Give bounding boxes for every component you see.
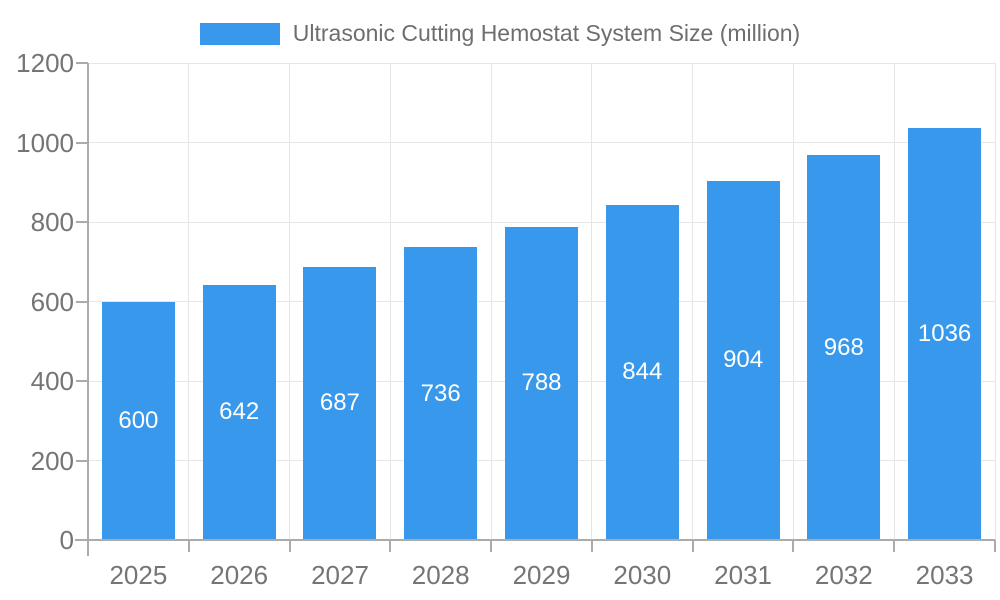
bar-2026[interactable]: 642 [202, 284, 276, 540]
y-tick [76, 300, 88, 303]
bar-value-label: 844 [622, 358, 663, 386]
y-axis-label: 800 [30, 207, 74, 237]
x-gridline [490, 63, 492, 540]
bar-value-label: 642 [219, 398, 260, 426]
x-axis-label: 2032 [814, 560, 873, 590]
x-tick [792, 540, 795, 552]
y-gridline [88, 221, 995, 223]
legend-label: Ultrasonic Cutting Hemostat System Size … [292, 20, 801, 46]
x-tick [490, 540, 493, 552]
x-tick [389, 540, 392, 552]
bar-2027[interactable]: 687 [303, 266, 377, 540]
x-axis-label: 2027 [311, 560, 369, 590]
bar-2029[interactable]: 788 [505, 226, 578, 540]
y-axis-label: 400 [30, 366, 74, 396]
y-tick [76, 459, 88, 462]
y-gridline [88, 62, 995, 64]
bar-value-label: 687 [319, 389, 360, 417]
y-tick [76, 62, 88, 64]
x-axis-line [75, 539, 995, 541]
y-axis-line [87, 63, 89, 556]
x-axis-label: 2025 [109, 560, 168, 590]
y-axis-label: 600 [30, 286, 74, 317]
bar-value-label: 736 [420, 379, 461, 407]
x-axis-label: 2030 [613, 560, 672, 590]
bar-2033[interactable]: 1036 [908, 128, 982, 540]
x-gridline [289, 63, 291, 540]
bar-2032[interactable]: 968 [807, 155, 881, 540]
x-gridline [692, 63, 694, 540]
bar-value-label: 904 [723, 346, 764, 374]
x-axis-label: 2026 [210, 560, 269, 590]
x-axis-label: 2028 [411, 560, 470, 590]
x-gridline [389, 63, 391, 540]
y-axis-label: 0 [59, 525, 74, 555]
y-axis-label: 1000 [16, 127, 74, 158]
bar-2028[interactable]: 736 [404, 247, 478, 540]
x-axis-label: 2029 [512, 560, 571, 590]
bar-value-label: 788 [521, 369, 562, 397]
x-tick [893, 540, 896, 552]
y-tick [76, 380, 88, 382]
x-gridline [591, 63, 593, 540]
y-tick [76, 221, 88, 223]
y-gridline [88, 142, 995, 143]
x-tick [994, 540, 996, 552]
bar-value-label: 1036 [917, 320, 972, 348]
x-axis-label: 2033 [915, 560, 974, 590]
bar-2025[interactable]: 600 [101, 301, 175, 540]
legend-swatch-icon [199, 22, 280, 45]
bar-value-label: 968 [823, 333, 864, 361]
x-gridline [792, 63, 794, 540]
y-tick [76, 141, 88, 144]
x-gridline [994, 63, 996, 540]
x-tick [590, 540, 593, 552]
y-axis-label: 200 [30, 445, 74, 476]
bar-2031[interactable]: 904 [706, 180, 780, 540]
x-gridline [188, 63, 190, 540]
x-axis-label: 2031 [714, 560, 772, 590]
x-gridline [893, 63, 895, 540]
x-tick [288, 540, 291, 552]
bar-value-label: 600 [118, 406, 159, 434]
bar-2030[interactable]: 844 [605, 204, 679, 540]
legend[interactable]: Ultrasonic Cutting Hemostat System Size … [0, 20, 1000, 47]
y-axis-label: 1200 [16, 48, 74, 78]
x-tick [691, 540, 694, 552]
x-tick [187, 540, 190, 552]
